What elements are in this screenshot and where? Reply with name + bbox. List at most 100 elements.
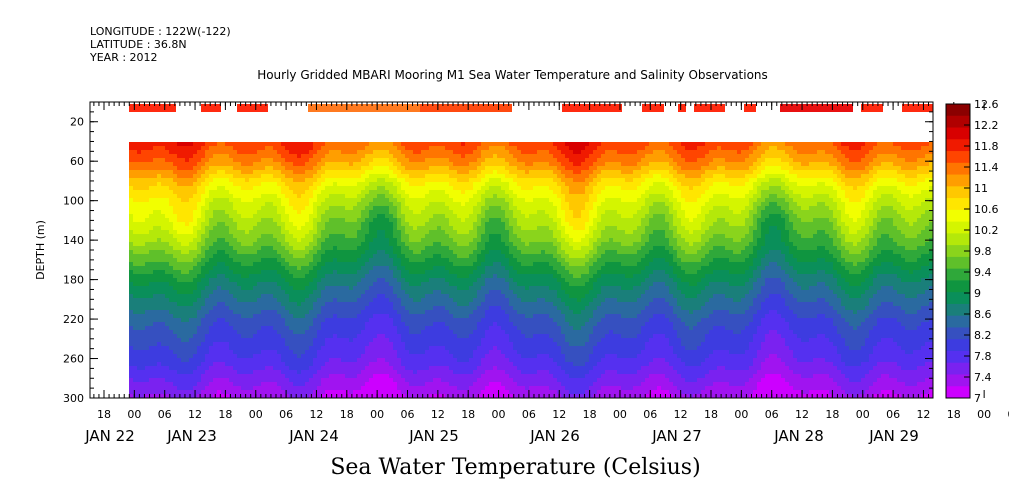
heatmap-cell	[417, 246, 422, 251]
heatmap-cell	[297, 374, 302, 379]
heatmap-cell	[369, 210, 374, 215]
heatmap-cell	[181, 158, 186, 163]
heatmap-cell	[209, 358, 214, 363]
heatmap-cell	[237, 282, 242, 287]
heatmap-cell	[425, 350, 430, 355]
heatmap-cell	[333, 262, 338, 267]
heatmap-cell	[153, 146, 158, 151]
heatmap-cell	[253, 338, 258, 343]
heatmap-cell	[337, 346, 342, 351]
heatmap-cell	[217, 146, 222, 151]
heatmap-cell	[265, 178, 270, 183]
heatmap-cell	[221, 342, 226, 347]
heatmap-cell	[329, 378, 334, 383]
heatmap-cell	[165, 294, 170, 299]
heatmap-cell	[217, 230, 222, 235]
heatmap-cell	[433, 166, 438, 171]
heatmap-cell	[393, 250, 398, 255]
heatmap-cell	[213, 190, 218, 195]
heatmap-cell	[301, 294, 306, 299]
heatmap-cell	[353, 334, 358, 339]
heatmap-cell	[329, 158, 334, 163]
heatmap-cell	[405, 326, 410, 331]
heatmap-cell	[297, 334, 302, 339]
heatmap-cell	[281, 274, 286, 279]
heatmap-cell	[169, 394, 174, 398]
heatmap-cell	[289, 358, 294, 363]
heatmap-cell	[349, 246, 354, 251]
heatmap-cell	[245, 374, 250, 379]
heatmap-cell	[401, 326, 406, 331]
heatmap-cell	[381, 214, 386, 219]
heatmap-cell	[253, 330, 258, 335]
heatmap-cell	[261, 186, 266, 191]
heatmap-cell	[325, 314, 330, 319]
heatmap-cell	[265, 286, 270, 291]
heatmap-cell	[237, 322, 242, 327]
heatmap-cell	[157, 202, 162, 207]
heatmap-cell	[389, 366, 394, 371]
heatmap-cell	[293, 334, 298, 339]
heatmap-cell	[181, 390, 186, 395]
heatmap-cell	[257, 242, 262, 247]
heatmap-cell	[341, 254, 346, 259]
heatmap-cell	[225, 190, 230, 195]
heatmap-cell	[173, 286, 178, 291]
heatmap-cell	[429, 218, 434, 223]
heatmap-cell	[161, 174, 166, 179]
heatmap-cell	[337, 318, 342, 323]
heatmap-cell	[425, 146, 430, 151]
heatmap-cell	[329, 374, 334, 379]
heatmap-cell	[165, 142, 170, 147]
heatmap-cell	[241, 318, 246, 323]
heatmap-cell	[133, 226, 138, 231]
heatmap-cell	[337, 330, 342, 335]
heatmap-cell	[317, 270, 322, 275]
heatmap-cell	[289, 318, 294, 323]
heatmap-cell	[277, 326, 282, 331]
heatmap-cell	[245, 282, 250, 287]
heatmap-cell	[181, 206, 186, 211]
heatmap-cell	[417, 242, 422, 247]
heatmap-cell	[165, 366, 170, 371]
heatmap-cell	[433, 358, 438, 363]
heatmap-cell	[169, 390, 174, 395]
heatmap-cell	[397, 262, 402, 267]
heatmap-cell	[285, 142, 290, 147]
heatmap-cell	[269, 194, 274, 199]
heatmap-cell	[357, 162, 362, 167]
heatmap-cell	[433, 266, 438, 271]
heatmap-cell	[365, 326, 370, 331]
heatmap-cell	[345, 242, 350, 247]
heatmap-cell	[177, 142, 182, 147]
heatmap-cell	[293, 366, 298, 371]
heatmap-cell	[161, 274, 166, 279]
heatmap-cell	[357, 154, 362, 159]
heatmap-cell	[377, 214, 382, 219]
heatmap-cell	[361, 270, 366, 275]
heatmap-cell	[345, 202, 350, 207]
heatmap-cell	[265, 162, 270, 167]
heatmap-cell	[165, 374, 170, 379]
heatmap-cell	[229, 142, 234, 147]
heatmap-cell	[433, 174, 438, 179]
heatmap-cell	[277, 378, 282, 383]
heatmap-cell	[433, 250, 438, 255]
heatmap-cell	[313, 330, 318, 335]
heatmap-cell	[177, 202, 182, 207]
heatmap-cell	[245, 206, 250, 211]
heatmap-cell	[417, 314, 422, 319]
heatmap-cell	[201, 210, 206, 215]
heatmap-cell	[353, 162, 358, 167]
heatmap-cell	[357, 214, 362, 219]
heatmap-cell	[369, 374, 374, 379]
heatmap-cell	[153, 194, 158, 199]
heatmap-cell	[157, 234, 162, 239]
heatmap-cell	[321, 266, 326, 271]
heatmap-cell	[301, 234, 306, 239]
heatmap-cell	[273, 314, 278, 319]
heatmap-cell	[217, 186, 222, 191]
heatmap-cell	[325, 226, 330, 231]
heatmap-cell	[357, 326, 362, 331]
heatmap-cell	[377, 206, 382, 211]
